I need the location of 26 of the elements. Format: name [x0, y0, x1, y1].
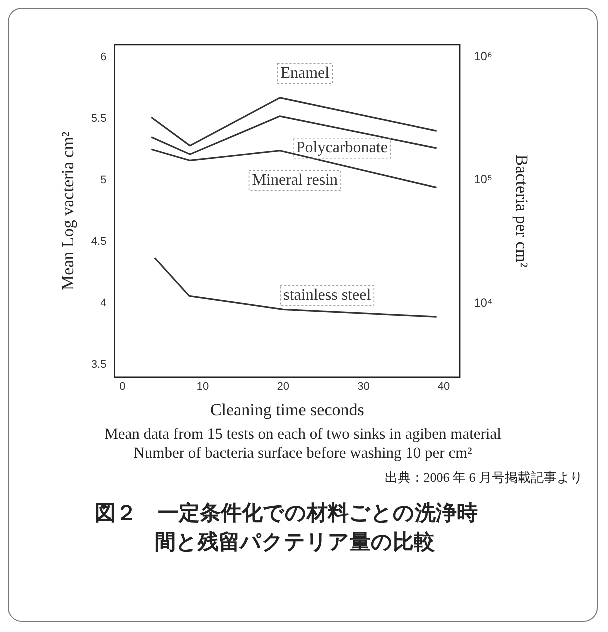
series-label: Mineral resin [252, 172, 338, 190]
y-tick-label: 4 [100, 298, 107, 310]
y2-axis-title: Bacteria per cm² [512, 154, 532, 268]
y-axis-title: Mean Log vacteria cm² [58, 132, 78, 290]
series-label: Polycarbonate [296, 140, 388, 157]
text: Mean data from 15 tests on each of two sinks in agiben material [104, 426, 502, 444]
rounded-frame: Cleaning time seconds Mean Log vacteria cm² Bacteria per cm² 0 10 20 30 40 3.5 4 4.5 5 5.5 6 10⁴ 10⁵ 10⁶ Enamel Polycarbonate Mineral resin stainless steel Mean data from 15 tests on each of two sinks in agiben material Number of bacteria surface before washing 10 per cm² 出典：2006 年 6 月号掲載記事より 図２ 一定条件化での材料ごとの洗浄時間と残留パクテリア量の比較 [8, 8, 598, 622]
y-tick-label: 6 [100, 51, 107, 64]
y-tick-label: 3.5 [91, 359, 107, 372]
y2-tick-label: 10⁶ [474, 50, 492, 64]
source-note: 出典：2006 年 6 月号掲載記事より [384, 469, 584, 487]
series-label: Enamel [280, 65, 330, 82]
y-tick-label: 4.5 [91, 236, 107, 248]
y-tick-label: 5.5 [91, 112, 107, 125]
y2-tick-label: 10⁴ [474, 296, 493, 310]
x-tick-label: 10 [196, 381, 210, 394]
series-label: stainless steel [284, 286, 372, 304]
x-tick-label: 30 [358, 381, 370, 394]
x-tick-label: 0 [120, 381, 126, 394]
text: Number of bacteria surface before washing 10 per cm² [132, 445, 474, 463]
text: 図２ 一定条件化での材料ごとの洗浄時間と残留パクテリア量の比較 [95, 500, 479, 556]
x-tick-label: 20 [277, 381, 290, 394]
x-axis-title: Cleaning time seconds [210, 400, 364, 420]
y-tick-label: 5 [100, 174, 107, 186]
y2-tick-label: 10⁵ [474, 172, 492, 187]
x-tick-label: 40 [438, 381, 450, 394]
